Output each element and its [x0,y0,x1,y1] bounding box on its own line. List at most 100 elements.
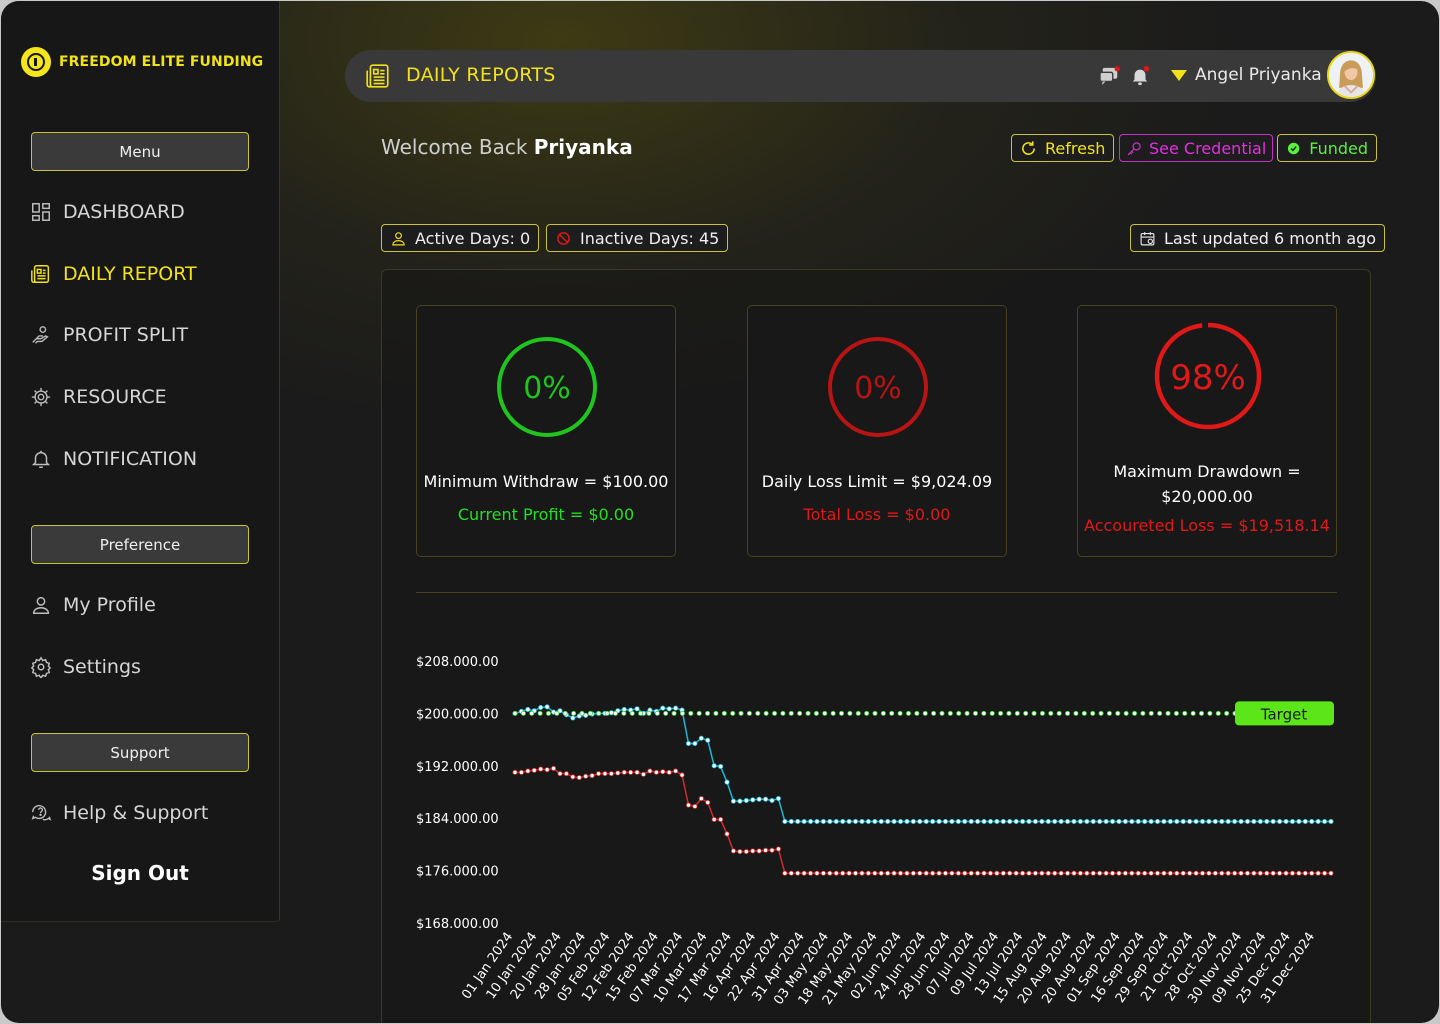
data-point [878,818,884,824]
data-point [1174,870,1180,876]
see-credential-button[interactable]: See Credential [1119,134,1274,162]
notification-bell-icon[interactable] [1129,65,1151,87]
inactive-days-label: Inactive Days: 45 [580,228,720,248]
data-point [1251,818,1257,824]
data-point [563,771,569,777]
data-point [557,708,563,714]
data-point [956,710,962,716]
data-point [718,763,724,769]
data-point [1322,818,1328,824]
data-point [737,849,743,855]
sidebar-item-settings[interactable]: Settings [30,656,141,678]
sidebar-item-help-support[interactable]: Help & Support [30,802,208,824]
data-point [1013,870,1019,876]
brand[interactable]: FREEDOM ELITE FUNDING [21,47,263,77]
sign-out-button[interactable]: Sign Out [91,861,189,885]
sidebar-item-label: PROFIT SPLIT [63,324,189,346]
data-point [788,818,794,824]
data-point [696,710,702,716]
data-point [795,818,801,824]
data-point [1182,710,1188,716]
data-point [833,870,839,876]
data-point [827,870,833,876]
data-point [930,870,936,876]
data-point [853,818,859,824]
data-point [612,710,618,716]
data-point [1302,870,1308,876]
data-point [1224,710,1230,716]
data-point [1039,818,1045,824]
data-point [795,870,801,876]
data-point [1187,818,1193,824]
data-point [820,818,826,824]
data-point [673,705,679,711]
data-point [724,831,730,837]
data-point [1232,818,1238,824]
data-point [730,798,736,804]
sidebar-item-daily-report[interactable]: DAILY REPORT [30,263,197,285]
data-point [936,818,942,824]
data-point [1199,870,1205,876]
data-point [964,710,970,716]
avatar[interactable] [1327,51,1375,99]
data-point [679,710,685,716]
data-point [571,710,577,716]
data-point [1142,818,1148,824]
refresh-button[interactable]: Refresh [1011,134,1115,162]
preference-section-button[interactable]: Preference [31,525,249,564]
data-point [822,710,828,716]
y-tick-label: $208.000.00 [416,655,499,670]
funded-button[interactable]: Funded [1277,134,1377,162]
data-point [1187,870,1193,876]
user-icon [32,596,50,614]
data-point [1122,818,1128,824]
blocked-icon [557,231,570,245]
current-profit-text: Current Profit = $0.00 [457,505,635,524]
data-point [520,710,526,716]
panel-divider [416,592,1337,593]
active-days-badge: Active Days: 0 [381,224,540,252]
support-section-button[interactable]: Support [31,733,249,772]
data-point [813,710,819,716]
data-point [1110,870,1116,876]
data-point [905,710,911,716]
data-point [998,710,1004,716]
sidebar-item-my-profile[interactable]: My Profile [30,594,156,616]
data-point [1277,818,1283,824]
data-point [801,870,807,876]
menu-section-button[interactable]: Menu [31,132,249,171]
data-point [685,741,691,747]
data-point [962,818,968,824]
data-point [1264,818,1270,824]
data-point [1328,870,1334,876]
data-point [917,870,923,876]
data-point [1315,870,1321,876]
user-menu[interactable]: Angel Priyanka [1171,65,1322,85]
data-point [763,847,769,853]
data-point [737,798,743,804]
data-point [1315,818,1321,824]
data-point [660,705,666,711]
data-point [711,763,717,769]
sidebar-item-dashboard[interactable]: DASHBOARD [30,201,185,223]
sidebar-item-notification[interactable]: NOTIFICATION [30,448,197,470]
data-point [1165,710,1171,716]
sidebar-item-resource[interactable]: RESOURCE [30,386,167,408]
data-point [942,870,948,876]
data-point [853,870,859,876]
gear-badge-icon [31,387,51,407]
data-point [596,771,602,777]
data-point [1199,818,1205,824]
data-point [1207,710,1213,716]
data-point [685,802,691,808]
series-line [514,706,1331,823]
data-point [666,706,672,712]
data-point [638,710,644,716]
max-drawdown-value: $20,000.00 [1161,487,1253,506]
data-point [1071,818,1077,824]
data-point [512,769,518,775]
data-point [955,870,961,876]
sidebar-item-profit-split[interactable]: PROFIT SPLIT [30,324,188,346]
chat-icon[interactable] [1099,66,1121,86]
key-icon [1127,141,1141,155]
